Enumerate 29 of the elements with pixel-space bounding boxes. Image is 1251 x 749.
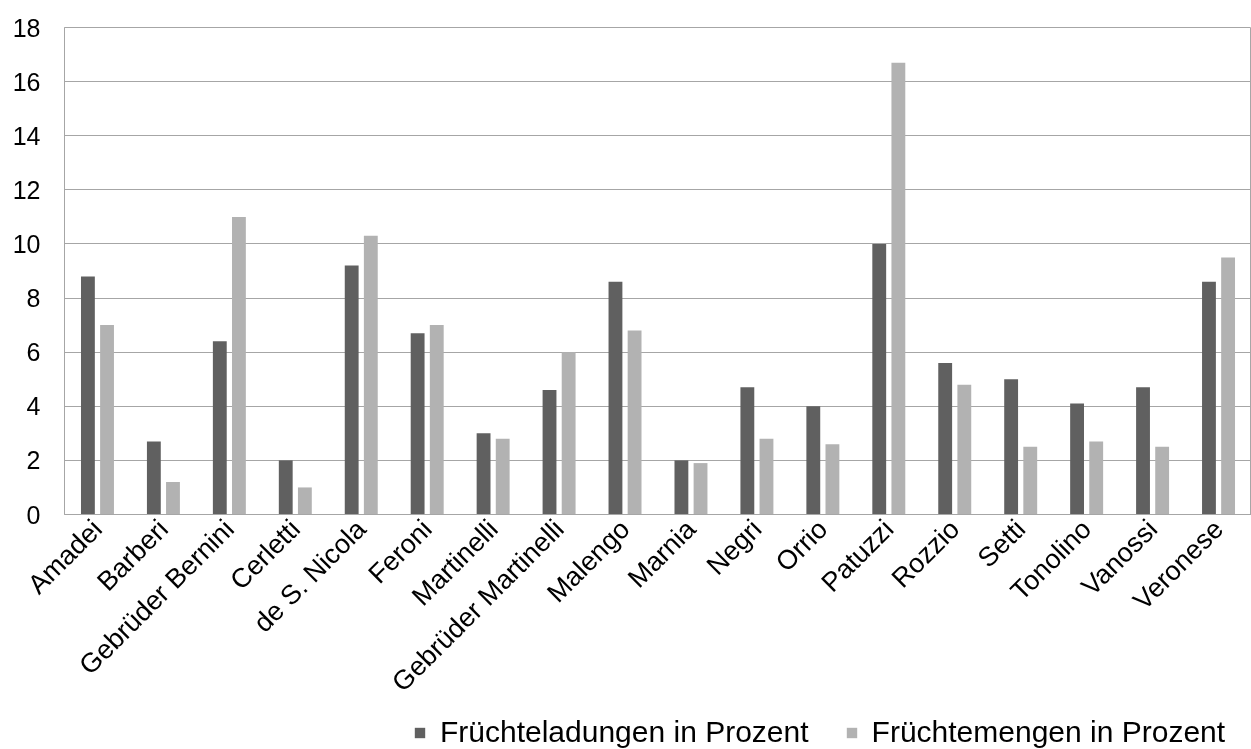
y-tick-label: 18 [12,13,41,42]
bar [476,433,491,515]
bar [80,276,95,515]
y-tick-label: 6 [26,338,41,367]
bar [146,441,161,515]
bar [1202,281,1216,515]
y-tick-label: 8 [26,284,41,313]
bar [344,265,359,515]
bar [806,406,821,515]
bar [1136,387,1150,515]
bar [608,281,623,515]
y-tick-label: 12 [12,175,41,204]
y-tick-label: 4 [26,392,41,421]
bar [1070,403,1084,515]
bar [1004,379,1019,515]
legend-label: Früchteladungen in Prozent [440,715,809,749]
bar [872,243,887,515]
y-tick-label: 10 [12,229,41,258]
bar [542,390,557,515]
bar [938,362,953,515]
bar [410,333,425,515]
bar [278,460,293,515]
legend-label: Früchtemengen in Prozent [871,715,1226,749]
y-tick-label: 14 [12,121,41,150]
y-tick-label: 2 [26,446,41,475]
y-tick-label: 16 [12,67,41,96]
bar [740,387,755,515]
bar [674,460,689,515]
bar [212,341,227,515]
